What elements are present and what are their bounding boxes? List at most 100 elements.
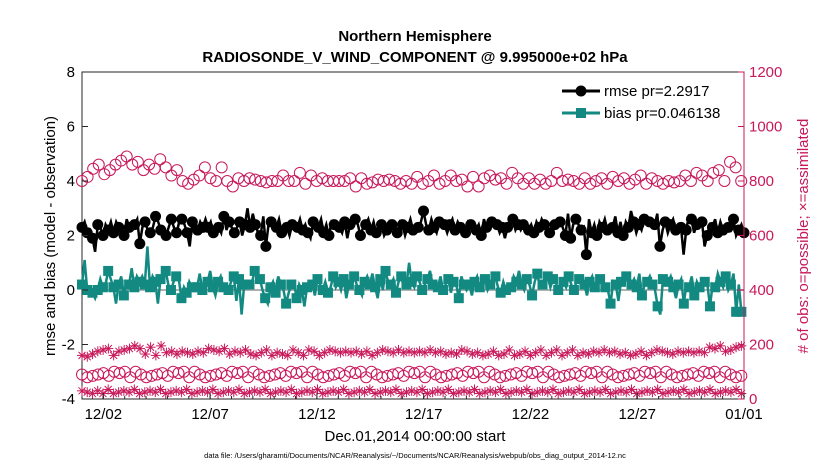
- assimilated-low-obs-point: [432, 385, 443, 396]
- assimilated-low-obs-point: [574, 384, 585, 395]
- bias-point: [150, 276, 161, 287]
- bias-point: [155, 274, 166, 285]
- assimilated-obs-point: [620, 347, 631, 358]
- assimilated-low-obs-point: [165, 387, 176, 398]
- assimilated-low-obs-point: [113, 387, 124, 398]
- assimilated-obs-point: [599, 344, 610, 355]
- possible-low-obs-point: [467, 367, 480, 380]
- rmse-point: [502, 221, 514, 233]
- assimilated-obs-point: [462, 346, 473, 357]
- bias-point: [636, 290, 647, 301]
- assimilated-obs-point: [346, 347, 357, 358]
- bias-point: [589, 282, 600, 293]
- bias-point: [553, 285, 564, 295]
- possible-obs-point: [668, 176, 681, 189]
- assimilated-obs-point: [309, 346, 320, 357]
- assimilated-low-obs-point: [469, 384, 480, 395]
- possible-obs-point: [383, 173, 396, 186]
- rmse-point: [727, 213, 739, 225]
- possible-low-obs-point: [585, 367, 598, 380]
- bias-point: [710, 282, 721, 293]
- bias-point: [417, 285, 428, 295]
- bias-point: [427, 279, 438, 290]
- y-axis-label: rmse and bias (model - observation): [42, 116, 59, 356]
- bias-point: [448, 276, 459, 287]
- bias-point: [181, 287, 192, 298]
- assimilated-low-obs-point: [338, 384, 349, 395]
- assimilated-low-obs-point: [160, 388, 171, 399]
- assimilated-obs-point: [593, 347, 604, 358]
- assimilated-low-obs-point: [417, 384, 428, 395]
- obs-count-layer: [76, 150, 748, 399]
- assimilated-low-obs-point: [370, 388, 381, 399]
- assimilated-low-obs-point: [479, 387, 490, 398]
- bias-point: [223, 285, 234, 295]
- rmse-point: [591, 230, 603, 241]
- assimilated-low-obs-point: [568, 387, 579, 398]
- assimilated-obs-point: [145, 342, 156, 353]
- assimilated-low-obs-point: [464, 387, 475, 398]
- bias-point: [265, 282, 276, 293]
- assimilated-low-obs-point: [124, 387, 135, 398]
- possible-low-obs-point: [644, 367, 657, 380]
- bias-point: [495, 287, 506, 298]
- bias-point: [464, 279, 475, 290]
- assimilated-low-obs-point: [731, 384, 742, 395]
- possible-obs-point: [707, 166, 720, 179]
- assimilated-obs-point: [646, 347, 657, 358]
- bias-point: [171, 271, 182, 282]
- bias-point: [558, 276, 569, 287]
- possible-obs-point: [701, 175, 714, 187]
- bias-point: [537, 279, 548, 290]
- bias-layer: [77, 246, 747, 317]
- bias-point: [254, 274, 265, 285]
- possible-low-obs-point: [408, 367, 421, 380]
- possible-low-obs-point: [542, 365, 555, 378]
- possible-obs-point: [204, 172, 217, 185]
- possible-obs-point: [400, 175, 413, 187]
- bias-point: [124, 279, 135, 290]
- rmse-point: [171, 227, 183, 239]
- rmse-point: [575, 224, 587, 236]
- rmse-point: [113, 221, 125, 233]
- assimilated-obs-point: [583, 349, 594, 360]
- x-tick-label: 12/17: [405, 406, 443, 423]
- assimilated-low-obs-point: [600, 384, 611, 395]
- bias-point: [359, 276, 370, 287]
- assimilated-obs-point: [171, 349, 182, 360]
- possible-obs-point: [562, 173, 575, 186]
- assimilated-low-obs-point: [202, 387, 213, 398]
- rmse-point: [223, 216, 235, 228]
- rmse-point: [249, 219, 261, 231]
- bias-point: [605, 298, 616, 309]
- rmse-point: [213, 221, 225, 233]
- bias-point: [192, 282, 203, 293]
- bias-point: [87, 287, 98, 298]
- rmse-point: [87, 232, 99, 244]
- assimilated-obs-point: [630, 349, 641, 360]
- bias-point: [616, 276, 627, 287]
- bias-point: [621, 271, 632, 282]
- rmse-point: [722, 221, 734, 233]
- assimilated-obs-point: [156, 340, 167, 351]
- assimilated-low-obs-point: [213, 388, 224, 399]
- assimilated-low-obs-point: [254, 387, 265, 398]
- bias-point: [720, 271, 731, 282]
- assimilated-obs-point: [361, 346, 372, 357]
- rmse-point: [701, 230, 713, 241]
- possible-obs-point: [411, 170, 424, 183]
- bias-point: [704, 301, 715, 312]
- assimilated-obs-point: [678, 347, 689, 358]
- possible-obs-point: [226, 180, 239, 193]
- bias-point: [532, 268, 543, 279]
- possible-obs-point: [427, 169, 440, 182]
- possible-obs-point: [690, 166, 703, 179]
- bias-point: [490, 271, 501, 282]
- assimilated-obs-point: [277, 349, 288, 360]
- bias-point: [432, 282, 443, 293]
- bias-point: [547, 274, 558, 285]
- possible-low-obs-point: [483, 365, 496, 378]
- possible-obs-point: [265, 175, 278, 187]
- rmse-point: [680, 224, 692, 236]
- bias-point: [207, 282, 218, 293]
